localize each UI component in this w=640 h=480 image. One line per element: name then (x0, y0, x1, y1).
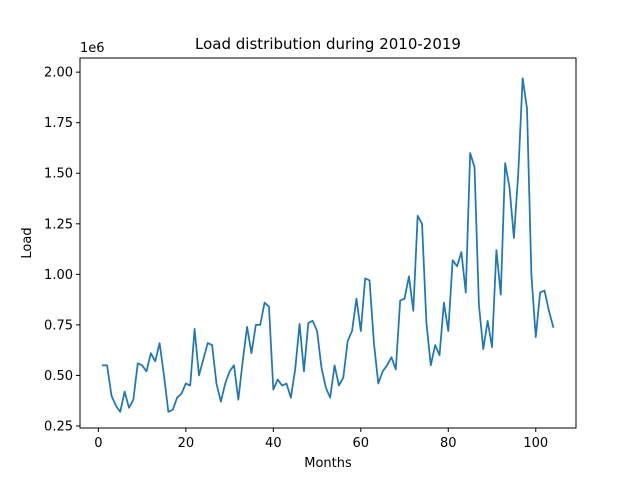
x-tick-label: 40 (265, 436, 282, 451)
x-tick-label: 80 (440, 436, 457, 451)
plot-frame (79, 57, 577, 429)
chart-title: Load distribution during 2010-2019 (195, 35, 461, 53)
x-axis: 0 20 40 60 80 100 (94, 428, 548, 451)
x-tick-label: 20 (178, 436, 195, 451)
series-line (101, 77, 555, 413)
y-offset-label: 1e6 (80, 41, 105, 56)
y-tick-label: 0.25 (44, 419, 73, 434)
y-tick-label: 1.50 (44, 167, 73, 182)
y-tick-label: 2.00 (44, 66, 73, 81)
plot-area (101, 77, 555, 413)
y-axis-title: Load (20, 227, 35, 258)
x-tick-label: 100 (523, 436, 548, 451)
y-tick-label: 1.75 (44, 116, 73, 131)
y-tick-label: 0.50 (44, 369, 73, 384)
y-axis: 0.25 0.50 0.75 1.00 1.25 1.50 1.75 2.00 (44, 66, 80, 434)
y-tick-label: 1.00 (44, 268, 73, 283)
x-tick-label: 60 (353, 436, 370, 451)
x-tick-label: 0 (94, 436, 102, 451)
y-tick-label: 1.25 (44, 217, 73, 232)
x-axis-title: Months (304, 456, 352, 471)
y-tick-label: 0.75 (44, 318, 73, 333)
